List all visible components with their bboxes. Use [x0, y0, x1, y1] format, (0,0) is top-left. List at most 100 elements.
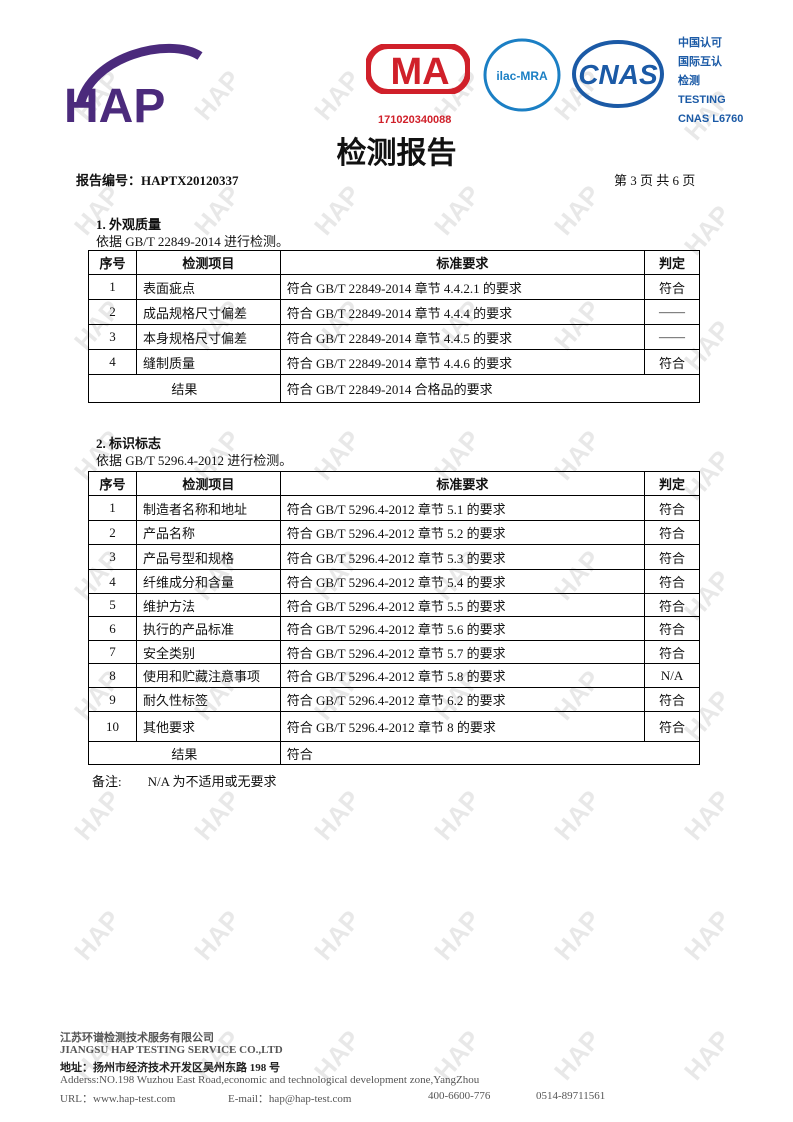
table-cell: N/A: [644, 663, 700, 688]
table-cell: 符合: [644, 349, 700, 375]
table-cell: 纤维成分和含量: [135, 569, 281, 594]
watermark: HAP: [307, 904, 367, 966]
url: URL：www.hap-test.com: [60, 1093, 176, 1105]
header-row: 序号 检测项目 标准要求 判定: [88, 471, 700, 496]
table-cell: 符合 GB/T 5296.4-2012 章节 5.6 的要求: [279, 616, 646, 641]
column-header: 标准要求: [279, 250, 646, 275]
table-cell: 符合 GB/T 5296.4-2012 章节 5.1 的要求: [279, 495, 646, 521]
watermark: HAP: [187, 904, 247, 966]
accreditation-line: CNAS L6760: [678, 113, 744, 125]
result-row: 结果 符合: [88, 741, 701, 765]
table-cell: 其他要求: [135, 711, 281, 742]
table-cell: 符合 GB/T 22849-2014 章节 4.4.2.1 的要求: [279, 274, 646, 300]
table-cell: 符合 GB/T 22849-2014 章节 4.4.5 的要求: [279, 324, 646, 350]
title: 检测报告: [336, 137, 457, 170]
ilac-logo: ilac-MRA: [483, 38, 561, 112]
table-cell: 5: [88, 593, 137, 617]
report-no-value: HAPTX20120337: [141, 173, 239, 188]
table-cell: 3: [88, 324, 137, 350]
table-cell: 符合 GB/T 22849-2014 章节 4.4.6 的要求: [279, 349, 646, 375]
table-cell: 符合: [644, 274, 700, 300]
accreditation-line: TESTING: [678, 94, 726, 106]
table-cell: 符合: [644, 616, 700, 641]
cma-text: MA: [390, 51, 449, 93]
cnas-ring: [572, 40, 664, 108]
table-cell: 安全类别: [135, 640, 281, 664]
column-header: 判定: [644, 471, 700, 496]
section-heading: 1. 外观质量: [96, 217, 162, 232]
result-text: 符合: [279, 741, 701, 765]
accreditation-line: 中国认可: [678, 37, 722, 49]
hap-logo: HAP: [64, 43, 203, 133]
watermark: HAP: [307, 784, 367, 846]
table-cell: 维护方法: [135, 593, 281, 617]
table-cell: 产品号型和规格: [135, 544, 281, 570]
report-no: 报告编号：HAPTX20120337: [76, 170, 239, 189]
column-header: 序号: [88, 471, 137, 496]
watermark: HAP: [547, 1024, 607, 1086]
table-cell: 1: [88, 274, 137, 300]
table-cell: 符合: [644, 687, 700, 712]
table-row: 9 耐久性标签 符合 GB/T 5296.4-2012 章节 6.2 的要求 符合: [88, 687, 700, 712]
table-cell: 符合 GB/T 5296.4-2012 章节 5.4 的要求: [279, 569, 646, 594]
table-cell: 4: [88, 569, 137, 594]
table-cell: 符合 GB/T 5296.4-2012 章节 8 的要求: [279, 711, 646, 742]
table-cell: 产品名称: [135, 520, 281, 545]
watermark: HAP: [427, 784, 487, 846]
cnas-logo: CNAS: [572, 40, 664, 108]
table-cell: 符合 GB/T 5296.4-2012 章节 5.7 的要求: [279, 640, 646, 664]
table-row: 5 维护方法 符合 GB/T 5296.4-2012 章节 5.5 的要求 符合: [88, 593, 700, 617]
company-cn: 江苏环谱检测技术服务有限公司: [60, 1032, 214, 1044]
table-cell: 2: [88, 299, 137, 325]
company-en: JIANGSU HAP TESTING SERVICE CO.,LTD: [60, 1044, 283, 1056]
table-cell: 符合: [644, 640, 700, 664]
result-text: 符合 GB/T 22849-2014 合格品的要求: [279, 374, 701, 403]
result-label: 结果: [88, 741, 281, 765]
email: E-mail：hap@hap-test.com: [228, 1093, 352, 1105]
table-cell: 符合 GB/T 22849-2014 章节 4.4.4 的要求: [279, 299, 646, 325]
table-cell: 10: [88, 711, 137, 742]
watermark: HAP: [307, 179, 367, 241]
note-label: 备注:: [92, 774, 122, 789]
table-cell: 使用和贮藏注意事项: [135, 663, 281, 688]
result-label: 结果: [88, 374, 281, 403]
table-cell: 6: [88, 616, 137, 641]
cma-logo: MA: [366, 44, 470, 94]
table-row: 3 产品号型和规格 符合 GB/T 5296.4-2012 章节 5.3 的要求 符合: [88, 544, 700, 570]
table-cell: 本身规格尺寸偏差: [135, 324, 281, 350]
watermark: HAP: [547, 784, 607, 846]
table-cell: 执行的产品标准: [135, 616, 281, 641]
watermark: HAP: [67, 904, 127, 966]
column-header: 判定: [644, 250, 700, 275]
accreditation-line: 国际互认: [678, 56, 722, 68]
note: 备注: N/A 为不适用或无要求: [92, 771, 277, 790]
section-basis: 依据 GB/T 5296.4-2012 进行检测。: [96, 453, 293, 468]
table-row: 6 执行的产品标准 符合 GB/T 5296.4-2012 章节 5.6 的要求 符合: [88, 616, 700, 641]
logo-arc: [75, 43, 203, 108]
ilac-ring: [483, 38, 561, 112]
table-row: 4 纤维成分和含量 符合 GB/T 5296.4-2012 章节 5.4 的要求 符合: [88, 569, 700, 594]
table-cell: 符合 GB/T 5296.4-2012 章节 5.5 的要求: [279, 593, 646, 617]
fax: 0514-89711561: [536, 1090, 606, 1102]
cnas-text: CNAS: [578, 59, 658, 90]
watermark: HAP: [427, 904, 487, 966]
table-cell: 3: [88, 544, 137, 570]
page-info: 第 3 页 共 6 页: [614, 173, 696, 188]
accreditation-line: 检测: [678, 75, 700, 87]
table-cell: 符合 GB/T 5296.4-2012 章节 6.2 的要求: [279, 687, 646, 712]
table-cell: 符合 GB/T 5296.4-2012 章节 5.3 的要求: [279, 544, 646, 570]
table-cell: ——: [644, 324, 700, 350]
column-header: 标准要求: [279, 471, 646, 496]
table-cell: 符合 GB/T 5296.4-2012 章节 5.8 的要求: [279, 663, 646, 688]
header-row: 序号 检测项目 标准要求 判定: [88, 250, 700, 275]
column-header: 检测项目: [135, 250, 281, 275]
cert-no: 171020340088: [378, 114, 452, 126]
table-row: 1 表面疵点 符合 GB/T 22849-2014 章节 4.4.2.1 的要求 符合: [88, 274, 700, 300]
table-row: 1 制造者名称和地址 符合 GB/T 5296.4-2012 章节 5.1 的要求符…: [88, 495, 700, 521]
address-en: Adderss:NO.198 Wuzhou East Road,economic…: [60, 1074, 480, 1086]
logo-text: HAP: [64, 80, 165, 133]
watermark: HAP: [67, 784, 127, 846]
watermark: HAP: [677, 784, 737, 846]
table-cell: 4: [88, 349, 137, 375]
column-header: 检测项目: [135, 471, 281, 496]
